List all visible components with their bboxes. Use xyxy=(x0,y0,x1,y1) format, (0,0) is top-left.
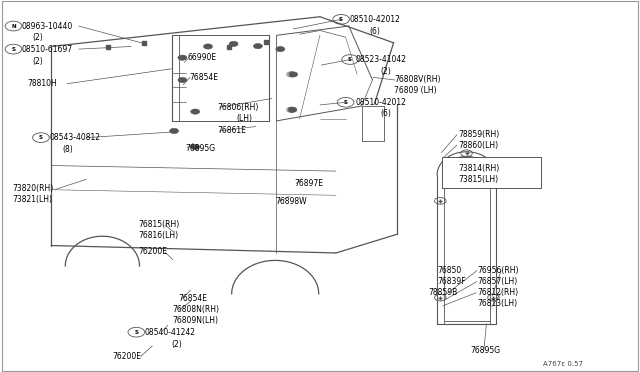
Text: 76806(RH): 76806(RH) xyxy=(218,103,259,112)
Text: 08543-40812: 08543-40812 xyxy=(49,133,100,142)
Circle shape xyxy=(253,44,262,49)
Text: (2): (2) xyxy=(32,33,43,42)
Text: 73821(LH): 73821(LH) xyxy=(13,195,52,204)
FancyBboxPatch shape xyxy=(442,157,541,188)
Text: 76816(LH): 76816(LH) xyxy=(138,231,179,240)
Text: 08540-41242: 08540-41242 xyxy=(145,328,196,337)
Text: 73820(RH): 73820(RH) xyxy=(13,185,54,193)
Text: (6): (6) xyxy=(380,109,391,118)
Text: 76898W: 76898W xyxy=(275,197,307,206)
Text: (2): (2) xyxy=(171,340,182,349)
Text: A767ε 0.57: A767ε 0.57 xyxy=(543,361,583,367)
Text: 76200E: 76200E xyxy=(138,247,167,256)
Text: S: S xyxy=(348,57,352,62)
Text: (2): (2) xyxy=(380,67,391,76)
Text: 76854E: 76854E xyxy=(189,73,218,82)
Text: 08510-42012: 08510-42012 xyxy=(356,98,406,107)
Text: 76850: 76850 xyxy=(437,266,461,275)
Text: (8): (8) xyxy=(62,145,73,154)
Circle shape xyxy=(288,107,297,112)
Text: 78859(RH): 78859(RH) xyxy=(458,130,499,139)
Text: 76956(RH): 76956(RH) xyxy=(477,266,519,275)
Text: (6): (6) xyxy=(369,27,380,36)
Text: N: N xyxy=(11,23,16,29)
Text: 76854E: 76854E xyxy=(178,294,207,303)
Circle shape xyxy=(170,128,179,134)
Text: (LH): (LH) xyxy=(237,114,253,123)
Text: S: S xyxy=(344,100,348,105)
Text: 76895G: 76895G xyxy=(470,346,500,355)
Text: S: S xyxy=(39,135,43,140)
Circle shape xyxy=(178,77,187,83)
Text: 76857(LH): 76857(LH) xyxy=(477,277,518,286)
Circle shape xyxy=(178,55,187,60)
Text: 76200E: 76200E xyxy=(112,352,141,361)
Text: 76808N(RH): 76808N(RH) xyxy=(173,305,220,314)
Text: 73814(RH): 73814(RH) xyxy=(458,164,499,173)
Text: 08963-10440: 08963-10440 xyxy=(22,22,73,31)
Text: 76839F: 76839F xyxy=(437,277,466,286)
Text: 76895G: 76895G xyxy=(186,144,216,153)
Circle shape xyxy=(289,72,298,77)
Text: (2): (2) xyxy=(32,57,43,65)
Circle shape xyxy=(276,46,285,52)
Text: 08510-42012: 08510-42012 xyxy=(349,15,400,24)
Text: S: S xyxy=(339,17,343,22)
Text: S: S xyxy=(134,330,138,335)
Text: 76809N(LH): 76809N(LH) xyxy=(173,316,219,325)
Text: 66990E: 66990E xyxy=(188,53,217,62)
Text: 76897E: 76897E xyxy=(294,179,323,188)
Text: 08523-41042: 08523-41042 xyxy=(356,55,407,64)
Circle shape xyxy=(229,41,238,46)
Text: 76861E: 76861E xyxy=(218,126,246,135)
Text: 76808V(RH): 76808V(RH) xyxy=(394,76,441,84)
Circle shape xyxy=(204,44,212,49)
Text: 73815(LH): 73815(LH) xyxy=(458,175,499,184)
Text: 08510-61697: 08510-61697 xyxy=(22,45,73,54)
Text: 76815(RH): 76815(RH) xyxy=(138,220,179,229)
Text: 78859B: 78859B xyxy=(429,288,458,297)
Circle shape xyxy=(191,109,200,114)
Text: 76809 (LH): 76809 (LH) xyxy=(394,86,437,95)
Text: 78860(LH): 78860(LH) xyxy=(458,141,499,150)
Circle shape xyxy=(191,144,200,150)
Text: 76813(LH): 76813(LH) xyxy=(477,299,518,308)
Text: S: S xyxy=(12,46,15,52)
Text: 78810H: 78810H xyxy=(28,79,57,88)
Text: 76812(RH): 76812(RH) xyxy=(477,288,518,297)
